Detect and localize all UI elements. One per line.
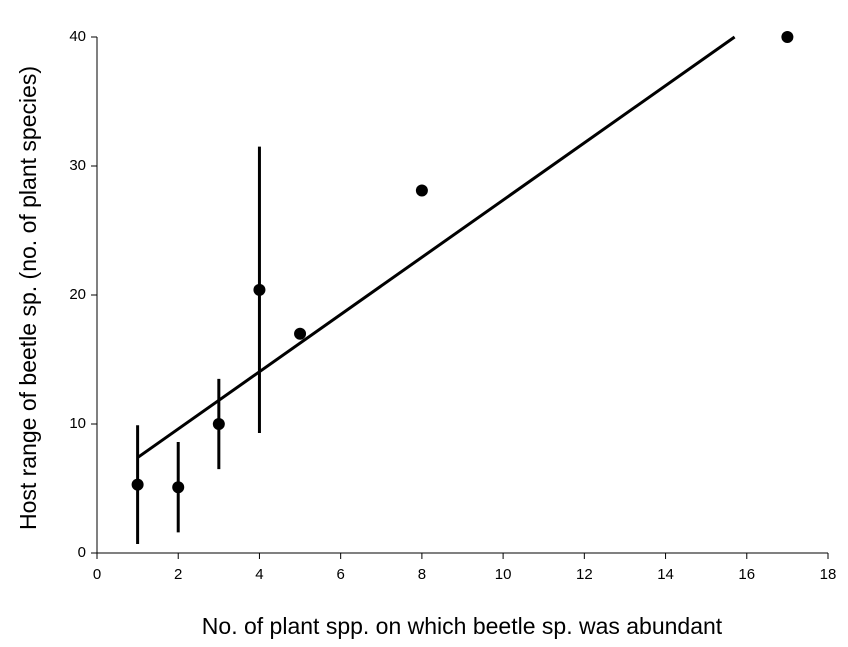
point bbox=[172, 481, 185, 494]
x-tick-label: 14 bbox=[657, 566, 674, 583]
x-axis-title: No. of plant spp. on which beetle sp. wa… bbox=[202, 613, 723, 639]
y-tick-label: 20 bbox=[69, 286, 86, 303]
point bbox=[294, 327, 307, 340]
x-tick-label: 12 bbox=[576, 566, 593, 583]
x-tick-label: 10 bbox=[495, 566, 512, 583]
y-tick-label: 10 bbox=[69, 415, 86, 432]
y-tick-label: 30 bbox=[69, 157, 86, 174]
y-tick-label: 0 bbox=[78, 544, 86, 561]
point bbox=[131, 478, 144, 491]
x-tick-label: 0 bbox=[93, 566, 101, 583]
point bbox=[415, 184, 428, 197]
fit-line bbox=[136, 35, 736, 459]
point bbox=[253, 283, 266, 296]
x-tick-label: 8 bbox=[418, 566, 426, 583]
point bbox=[781, 31, 794, 43]
x-tick-label: 4 bbox=[255, 566, 263, 583]
x-tick-label: 6 bbox=[336, 566, 344, 583]
x-tick-label: 18 bbox=[820, 566, 837, 583]
point bbox=[212, 418, 225, 430]
y-tick-label: 40 bbox=[69, 28, 86, 45]
y-axis-title: Host range of beetle sp. (no. of plant s… bbox=[15, 66, 41, 530]
x-tick-label: 2 bbox=[174, 566, 182, 583]
x-tick-label: 16 bbox=[738, 566, 755, 583]
